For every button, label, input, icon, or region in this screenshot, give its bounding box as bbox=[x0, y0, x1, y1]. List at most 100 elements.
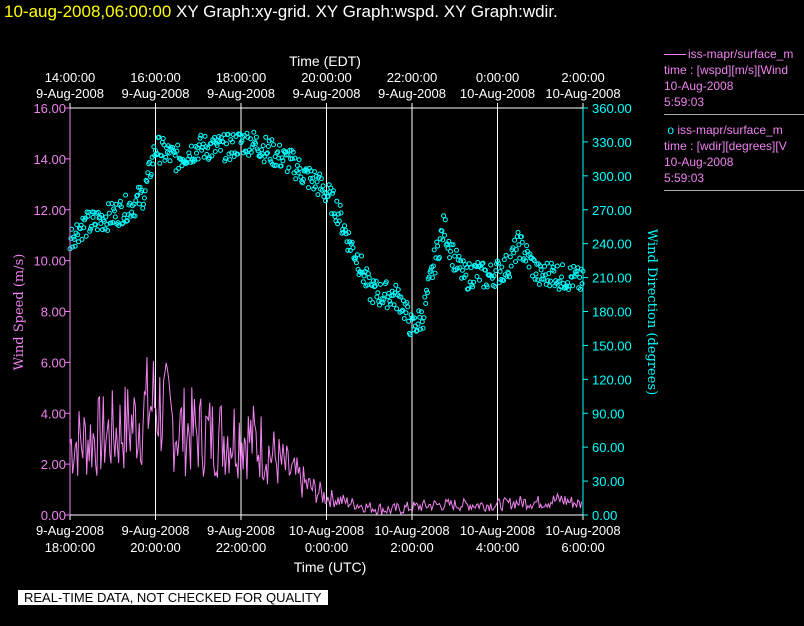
wdir-point bbox=[463, 272, 469, 278]
wdir-point bbox=[144, 179, 150, 184]
legend-wspd-date: 10-Aug-2008 bbox=[664, 79, 734, 93]
wdir-point bbox=[105, 228, 111, 233]
wdir-point bbox=[349, 239, 355, 245]
quality-notice: REAL-TIME DATA, NOT CHECKED FOR QUALITY bbox=[18, 590, 328, 605]
wdir-point bbox=[435, 243, 441, 249]
legend-divider bbox=[664, 114, 804, 115]
wdir-point bbox=[346, 230, 352, 236]
wdir-point bbox=[79, 236, 85, 242]
bottom-tick-time: 18:00:00 bbox=[45, 540, 96, 555]
wdir-point bbox=[358, 270, 364, 275]
wdir-point bbox=[426, 274, 432, 280]
wdir-point bbox=[513, 259, 518, 265]
wdir-point bbox=[477, 277, 482, 283]
wdir-point bbox=[76, 239, 81, 245]
wdir-point bbox=[524, 243, 530, 249]
wdir-point bbox=[266, 138, 272, 144]
right-tick-label: 330.00 bbox=[592, 135, 632, 150]
wdir-point bbox=[162, 157, 168, 163]
legend-wspd-time: 5:59:03 bbox=[664, 95, 705, 109]
right-axis-label: Wind Direction (degrees) bbox=[644, 229, 659, 395]
wdir-point bbox=[295, 170, 301, 176]
wdir-point bbox=[247, 136, 253, 142]
wdir-point bbox=[135, 192, 140, 198]
wdir-point bbox=[511, 250, 517, 256]
right-tick-label: 120.00 bbox=[592, 372, 632, 387]
wdir-point bbox=[142, 188, 148, 194]
wdir-point bbox=[400, 307, 406, 313]
wdir-point bbox=[391, 302, 397, 308]
top-tick-time: 14:00:00 bbox=[45, 70, 96, 85]
wdir-point bbox=[249, 144, 255, 150]
wdir-point bbox=[450, 242, 456, 248]
wdir-point bbox=[366, 275, 372, 281]
wdir-point bbox=[90, 214, 96, 220]
wdir-point bbox=[401, 316, 407, 321]
wdir-point bbox=[480, 260, 486, 266]
wdir-point bbox=[371, 284, 377, 290]
wdir-point bbox=[263, 134, 269, 140]
wdir-point bbox=[353, 260, 359, 266]
wdir-point bbox=[495, 258, 500, 264]
wdir-point bbox=[428, 267, 434, 273]
top-tick-time: 0:00:00 bbox=[476, 70, 519, 85]
legend-wdir: o iss-mapr/surface_m time : [wdir][degre… bbox=[664, 122, 804, 186]
bottom-axis-label: Time (UTC) bbox=[294, 559, 367, 575]
wdir-point bbox=[488, 262, 494, 268]
wdir-point bbox=[285, 152, 291, 158]
wdir-point bbox=[159, 153, 164, 159]
wdir-point bbox=[533, 271, 539, 277]
wdir-point bbox=[566, 283, 572, 289]
wdir-point bbox=[551, 268, 557, 274]
top-tick-date: 9-Aug-2008 bbox=[36, 86, 104, 101]
wdir-point bbox=[160, 136, 166, 141]
right-tick-label: 150.00 bbox=[592, 338, 632, 353]
wdir-point bbox=[548, 278, 553, 284]
wdir-point bbox=[325, 193, 331, 199]
wdir-point bbox=[260, 143, 266, 149]
wdir-point bbox=[513, 247, 519, 252]
wdir-point bbox=[115, 220, 121, 226]
wdir-point bbox=[112, 214, 118, 220]
wdir-point bbox=[95, 209, 101, 215]
bottom-tick-time: 0:00:00 bbox=[305, 540, 348, 555]
wdir-point bbox=[172, 152, 178, 158]
wdir-point bbox=[330, 188, 336, 194]
wdir-point bbox=[375, 290, 381, 296]
wdir-point bbox=[394, 306, 400, 312]
wdir-point bbox=[538, 267, 544, 273]
wdir-point bbox=[329, 211, 335, 217]
wdir-point bbox=[522, 250, 528, 256]
wdir-point bbox=[334, 198, 340, 204]
wdir-point bbox=[187, 153, 193, 159]
left-tick-label: 10.00 bbox=[33, 254, 66, 269]
wdir-point bbox=[167, 158, 173, 164]
top-tick-date: 9-Aug-2008 bbox=[122, 86, 190, 101]
wdir-point bbox=[222, 158, 228, 164]
wdir-point bbox=[225, 131, 231, 137]
wdir-point bbox=[157, 160, 163, 166]
wdir-point bbox=[499, 264, 505, 270]
wdir-point bbox=[523, 258, 529, 264]
wdir-point bbox=[441, 213, 447, 219]
wdir-point bbox=[87, 228, 93, 234]
right-tick-label: 360.00 bbox=[592, 101, 632, 116]
wdir-point bbox=[150, 161, 156, 167]
wdir-point bbox=[212, 149, 218, 154]
wdir-point bbox=[300, 177, 306, 182]
wdir-point bbox=[292, 155, 298, 161]
left-axis-label: Wind Speed (m/s) bbox=[12, 254, 27, 371]
wdir-point bbox=[265, 150, 270, 156]
line-swatch-icon bbox=[664, 54, 686, 56]
wdir-point bbox=[454, 247, 459, 253]
wdir-point bbox=[560, 262, 565, 268]
wdir-point bbox=[407, 332, 413, 338]
wdir-point bbox=[421, 315, 427, 321]
wdir-point bbox=[264, 151, 270, 157]
legend-wdir-var: time : [wdir][degrees][V bbox=[664, 139, 787, 153]
wdir-point bbox=[548, 260, 554, 266]
wdir-point bbox=[306, 185, 311, 191]
left-tick-label: 2.00 bbox=[41, 457, 66, 472]
bottom-tick-time: 20:00:00 bbox=[130, 540, 181, 555]
wdir-point bbox=[100, 227, 105, 233]
